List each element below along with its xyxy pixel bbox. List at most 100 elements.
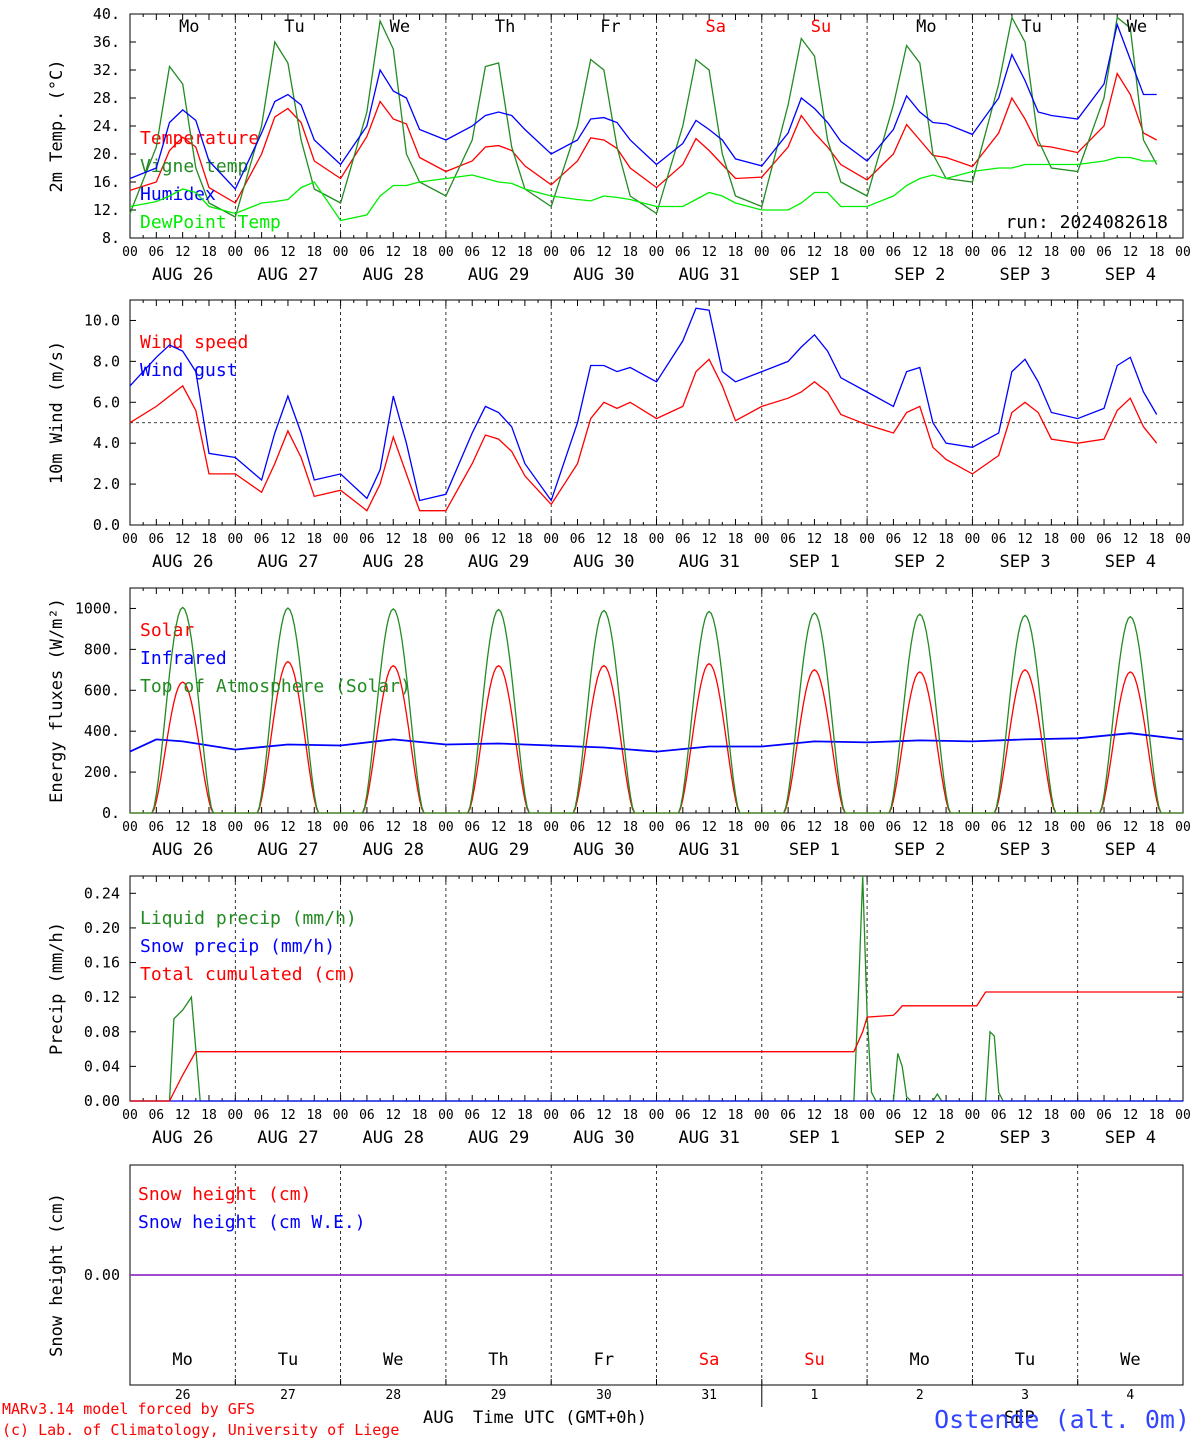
snow-day-name: We [1120, 1350, 1140, 1370]
energy-legend-entry: Solar [140, 620, 194, 641]
precip-hour-label: 12 [596, 1108, 612, 1123]
temperature-hour-label: 06 [464, 245, 480, 260]
wind-hour-label: 00 [1175, 532, 1191, 547]
wind-hour-label: 06 [1096, 532, 1112, 547]
snow-y-tick-label: 0.00 [84, 1266, 120, 1284]
wind-date-label: AUG 26 [152, 552, 213, 572]
temperature-y-tick-label: 8. [102, 229, 120, 247]
lab-credit: (c) Lab. of Climatology, University of L… [2, 1421, 399, 1439]
energy-hour-label: 00 [1070, 820, 1086, 835]
wind-hour-label: 18 [517, 532, 533, 547]
energy-hour-label: 06 [1096, 820, 1112, 835]
precip-hour-label: 12 [701, 1108, 717, 1123]
energy-date-label: AUG 26 [152, 840, 213, 860]
temperature-hour-label: 00 [1175, 245, 1191, 260]
temperature-hour-label: 18 [938, 245, 954, 260]
temperature-y-axis-title: 2m Temp. (°C) [47, 59, 67, 192]
wind-legend-entry: Wind speed [140, 332, 248, 353]
precip-hour-label: 12 [175, 1108, 191, 1123]
precip-hour-label: 06 [1096, 1108, 1112, 1123]
wind-hour-label: 00 [649, 532, 665, 547]
precip-date-label: AUG 31 [678, 1128, 739, 1148]
wind-hour-label: 00 [333, 532, 349, 547]
precip-hour-label: 00 [965, 1108, 981, 1123]
precip-hour-label: 06 [991, 1108, 1007, 1123]
wind-hour-label: 18 [728, 532, 744, 547]
energy-series-top-of-atmosphere-solar- [130, 606, 1183, 814]
energy-hour-label: 00 [754, 820, 770, 835]
precip-hour-label: 00 [649, 1108, 665, 1123]
energy-hour-label: 12 [596, 820, 612, 835]
energy-hour-label: 00 [438, 820, 454, 835]
wind-legend-entry: Wind gust [140, 360, 238, 381]
wind-hour-label: 12 [912, 532, 928, 547]
temperature-hour-label: 00 [543, 245, 559, 260]
precip-hour-label: 00 [122, 1108, 138, 1123]
temperature-hour-label: 00 [965, 245, 981, 260]
energy-date-label: SEP 4 [1105, 840, 1156, 860]
wind-y-tick-label: 2.0 [93, 475, 120, 493]
energy-date-label: SEP 1 [789, 840, 840, 860]
wind-y-axis-title: 10m Wind (m/s) [47, 341, 67, 484]
precip-hour-label: 00 [1175, 1108, 1191, 1123]
wind-date-label: SEP 2 [894, 552, 945, 572]
temperature-hour-label: 00 [227, 245, 243, 260]
precip-hour-label: 06 [886, 1108, 902, 1123]
snow-y-axis-title: Snow height (cm) [47, 1193, 67, 1357]
wind-hour-label: 18 [1044, 532, 1060, 547]
energy-date-label: AUG 30 [573, 840, 634, 860]
energy-hour-label: 18 [517, 820, 533, 835]
snow-day-name: We [383, 1350, 403, 1370]
wind-hour-label: 12 [280, 532, 296, 547]
temperature-day-name: We [390, 17, 410, 37]
wind-hour-label: 18 [938, 532, 954, 547]
precip-hour-label: 18 [517, 1108, 533, 1123]
temperature-hour-label: 06 [991, 245, 1007, 260]
wind-hour-label: 00 [965, 532, 981, 547]
energy-hour-label: 18 [201, 820, 217, 835]
wind-series-wind-speed [129, 358, 1158, 512]
precip-y-tick-label: 0.00 [84, 1092, 120, 1110]
temperature-hour-label: 12 [807, 245, 823, 260]
temperature-date-label: SEP 1 [789, 265, 840, 285]
temperature-hour-label: 00 [438, 245, 454, 260]
wind-hour-label: 00 [227, 532, 243, 547]
precip-hour-label: 00 [227, 1108, 243, 1123]
precip-hour-label: 12 [280, 1108, 296, 1123]
precip-hour-label: 12 [1123, 1108, 1139, 1123]
precip-hour-label: 12 [1017, 1108, 1033, 1123]
temperature-hour-label: 12 [1017, 245, 1033, 260]
precip-hour-label: 00 [859, 1108, 875, 1123]
temperature-hour-label: 06 [148, 245, 164, 260]
temperature-day-name: Su [811, 17, 831, 37]
energy-y-tick-label: 0. [102, 804, 120, 822]
temperature-hour-label: 06 [1096, 245, 1112, 260]
precip-legend-entry: Liquid precip (mm/h) [140, 908, 357, 929]
energy-hour-label: 00 [965, 820, 981, 835]
wind-hour-label: 00 [122, 532, 138, 547]
snow-day-number: 29 [491, 1388, 507, 1403]
energy-date-label: AUG 29 [468, 840, 529, 860]
energy-hour-label: 06 [675, 820, 691, 835]
energy-hour-label: 00 [649, 820, 665, 835]
energy-hour-label: 12 [280, 820, 296, 835]
wind-hour-label: 12 [1017, 532, 1033, 547]
precip-y-axis-title: Precip (mm/h) [47, 922, 67, 1055]
wind-date-label: AUG 29 [468, 552, 529, 572]
temperature-hour-label: 06 [359, 245, 375, 260]
wind-hour-label: 06 [886, 532, 902, 547]
energy-hour-label: 06 [359, 820, 375, 835]
precip-hour-label: 06 [464, 1108, 480, 1123]
temperature-hour-label: 18 [622, 245, 638, 260]
energy-hour-label: 18 [622, 820, 638, 835]
energy-hour-label: 12 [491, 820, 507, 835]
snow-day-number: 28 [385, 1388, 401, 1403]
temperature-hour-label: 06 [886, 245, 902, 260]
energy-hour-label: 06 [148, 820, 164, 835]
wind-hour-label: 06 [254, 532, 270, 547]
temperature-hour-label: 12 [701, 245, 717, 260]
wind-hour-label: 12 [175, 532, 191, 547]
temperature-hour-label: 18 [728, 245, 744, 260]
temperature-series-dewpoint-temp [129, 156, 1157, 222]
station-title: Ostende (alt. 0m) [934, 1405, 1190, 1434]
